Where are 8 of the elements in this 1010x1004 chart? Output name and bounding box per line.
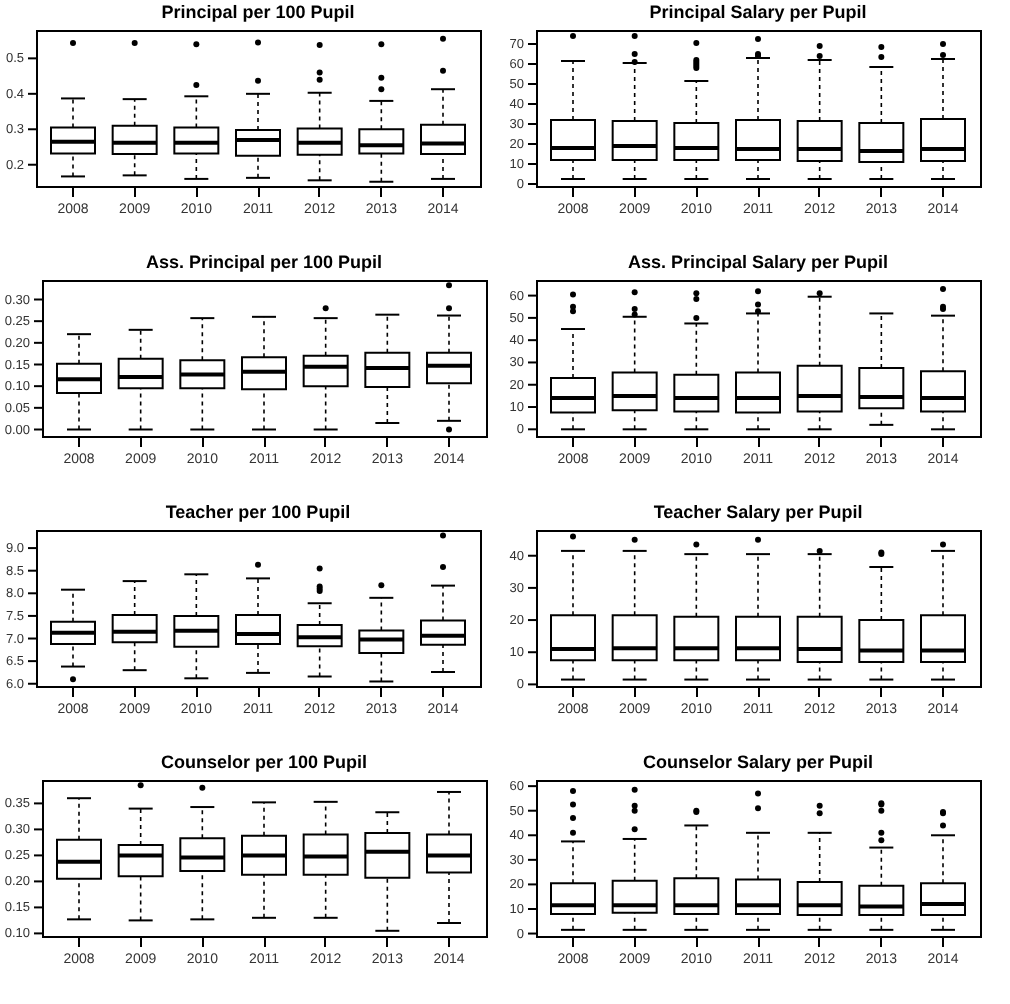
chart-title: Principal per 100 Pupil xyxy=(161,2,355,22)
chart-title: Teacher Salary per Pupil xyxy=(653,502,863,522)
chart-title: Counselor Salary per Pupil xyxy=(642,752,874,772)
chart-title: Teacher per 100 Pupil xyxy=(165,502,351,522)
chart-title: Principal Salary per Pupil xyxy=(649,2,867,22)
chart-title: Counselor per 100 Pupil xyxy=(160,752,368,772)
chart-title: Ass. Principal Salary per Pupil xyxy=(627,252,889,272)
chart-title: Ass. Principal per 100 Pupil xyxy=(145,252,383,272)
